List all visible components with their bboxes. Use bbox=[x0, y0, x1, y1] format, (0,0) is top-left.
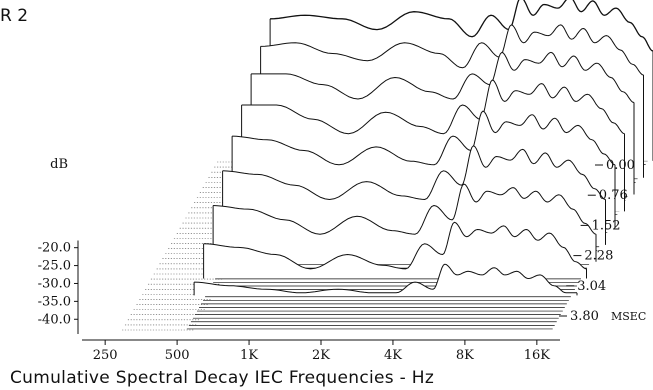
decay-slice-line bbox=[213, 183, 597, 235]
y-axis-label: dB bbox=[50, 157, 68, 172]
y-tick-label: -35.0 bbox=[38, 294, 71, 309]
x-tick-label: 1K bbox=[240, 348, 258, 363]
decay-slice-line bbox=[241, 79, 625, 135]
decay-slices bbox=[193, 0, 653, 296]
x-tick-label: 4K bbox=[384, 348, 402, 363]
decay-slice-line bbox=[222, 145, 606, 200]
decay-slice-line bbox=[270, 0, 653, 52]
decay-slice-line bbox=[203, 221, 587, 270]
x-tick-label: 16K bbox=[524, 348, 551, 363]
decay-slice-fill bbox=[203, 222, 587, 279]
z-tick-label: 3.80 bbox=[570, 309, 599, 324]
z-axis-unit-label: MSEC bbox=[611, 310, 646, 323]
y-tick-label: -40.0 bbox=[38, 312, 71, 327]
z-tick-label: 0.00 bbox=[606, 158, 635, 173]
decay-slice-line bbox=[232, 110, 616, 166]
x-tick-label: 500 bbox=[165, 348, 190, 363]
x-tick-label: 8K bbox=[456, 348, 474, 363]
z-tick-label: 0.76 bbox=[599, 188, 628, 203]
chart-axes: dB -20.0 -25.0 -30.0 -35.0 -40.0 250 500 1K 2K 4K 8… bbox=[38, 157, 647, 363]
z-tick-label: 2.28 bbox=[584, 249, 613, 264]
z-tick-label: 3.04 bbox=[577, 279, 606, 294]
figure-corner-label: R 2 bbox=[0, 6, 29, 26]
decay-slice-line bbox=[260, 24, 644, 76]
x-tick-label: 2K bbox=[312, 348, 330, 363]
y-tick-label: -25.0 bbox=[38, 259, 71, 274]
decay-slice-fill bbox=[194, 264, 577, 296]
z-tick-label: 1.52 bbox=[592, 218, 621, 233]
chart-caption: Cumulative Spectral Decay IEC Frequencie… bbox=[10, 368, 435, 388]
y-tick-label: -20.0 bbox=[38, 241, 71, 256]
decay-slice-line bbox=[194, 263, 577, 294]
y-tick-label: -30.0 bbox=[38, 276, 71, 291]
decay-slice-line bbox=[251, 51, 635, 103]
x-tick-label: 250 bbox=[93, 348, 118, 363]
